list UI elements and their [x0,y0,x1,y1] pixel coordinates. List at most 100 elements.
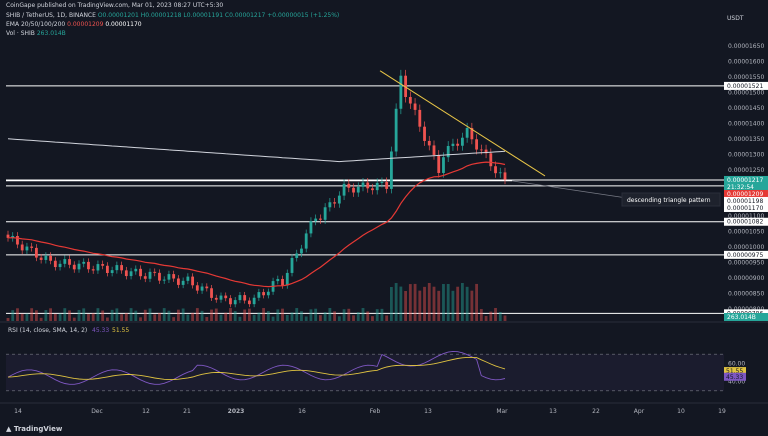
candle-body [20,244,24,251]
time-tick-label: 14 [14,408,22,415]
volume-bar [181,308,185,321]
volume-bar [68,310,71,321]
volume-bar [105,317,109,321]
volume-bar [20,313,24,321]
rsi-ma-value: 51.55 [112,327,129,334]
symbol-name: SHIB / TetherUS, 1D, BINANCE [6,12,96,19]
candle-body [385,181,389,189]
volume-bar [371,316,374,321]
candle-body [243,295,247,301]
price-badge [724,196,768,205]
annotation-box [621,192,721,207]
volume-bar [352,315,355,321]
volume-bar [172,317,176,321]
candle-body [389,151,393,189]
volume-bar [333,311,337,321]
price-badge [724,203,768,212]
volume-bar [432,286,436,321]
candle-body [394,108,398,152]
rsi-ma-line [7,356,506,381]
candle-body [413,103,417,110]
ema-line: EMA 20/50/100/200 0.00001209 0.00001170 [6,21,142,29]
candle-body [470,127,474,140]
candle-body [63,259,67,264]
price-tick-label: 0.00001250 [728,167,764,174]
candle-body [44,255,48,260]
price-badge-text: 0.00000975 [727,252,763,259]
volume-badge-text: 263.014B [727,314,756,321]
candle-body [153,271,157,273]
volume-bar [143,309,147,321]
volume-bar [72,317,76,321]
volume-bar [205,316,209,321]
volume-bar [148,308,152,321]
volume-bar [290,312,294,321]
volume-bar [281,308,284,321]
candle-body [6,234,10,238]
candle-body [290,257,294,273]
price-badge [724,81,768,90]
price-tick-label: 0.00001500 [728,89,764,96]
candle-body [432,145,436,155]
ema-label: EMA 20/50/100/200 [6,21,66,28]
price-tick-label: 0.00000850 [728,291,764,298]
volume-bar [423,286,426,321]
ohlc-values: O0.00001201 H0.00001218 L0.00001191 C0.0… [97,12,340,19]
annotation-arrow [511,180,641,201]
volume-bar [314,308,318,321]
candle-body [134,268,138,272]
candle-body [252,297,256,305]
volume-bar [44,310,48,321]
rsi-tick-label: 60.00 [728,360,745,367]
volume-bar [224,312,228,321]
price-badge [724,182,768,191]
volume-bar [413,283,417,321]
volume-bar [233,310,237,321]
descending-trendline [379,70,546,177]
candle-body [342,183,346,196]
candle-body [423,126,426,141]
volume-bar [176,309,180,321]
volume-bar [91,313,95,321]
candle-body [25,246,29,251]
ema-50-line [7,161,506,288]
price-tick-label: 0.00001650 [728,43,764,50]
volume-bar [285,314,289,321]
candle-body [266,291,270,296]
volume-bar [399,286,403,321]
ema-200-line [7,138,506,163]
volume-bar [63,308,67,321]
time-tick-label: 21 [183,408,191,415]
price-badge-text: 0.00001217 [727,177,763,184]
time-tick-label: 16 [298,408,306,415]
candle-body [247,300,251,305]
volume-bar [257,312,261,321]
ema-value-2: 0.00001170 [105,21,142,28]
volume-bar [328,308,332,321]
volume-bar [210,309,213,321]
candle-body [39,257,43,260]
price-badge [724,189,768,198]
volume-bar [219,314,223,321]
volume-bar [337,316,341,321]
annotation-text: descending triangle pattern [627,197,711,204]
volume-bar [124,313,128,321]
volume-bar [442,284,445,321]
volume-bar [503,315,507,321]
volume-bar [323,312,327,321]
candle-body [484,149,488,154]
candle-body [347,183,351,188]
candle-body [380,181,384,183]
candle-body [404,75,408,98]
candle-body [101,264,105,266]
price-badge-text: 0.00001082 [727,219,763,226]
time-tick-label: Dec [91,408,103,415]
volume-bar [342,309,346,321]
price-tick-label: 0.00000900 [728,275,764,282]
volume-bar [451,290,455,321]
price-badge-text: 0.00001198 [727,198,763,205]
candle-body [82,261,86,264]
candle-body [337,195,341,204]
candle-body [72,264,76,270]
